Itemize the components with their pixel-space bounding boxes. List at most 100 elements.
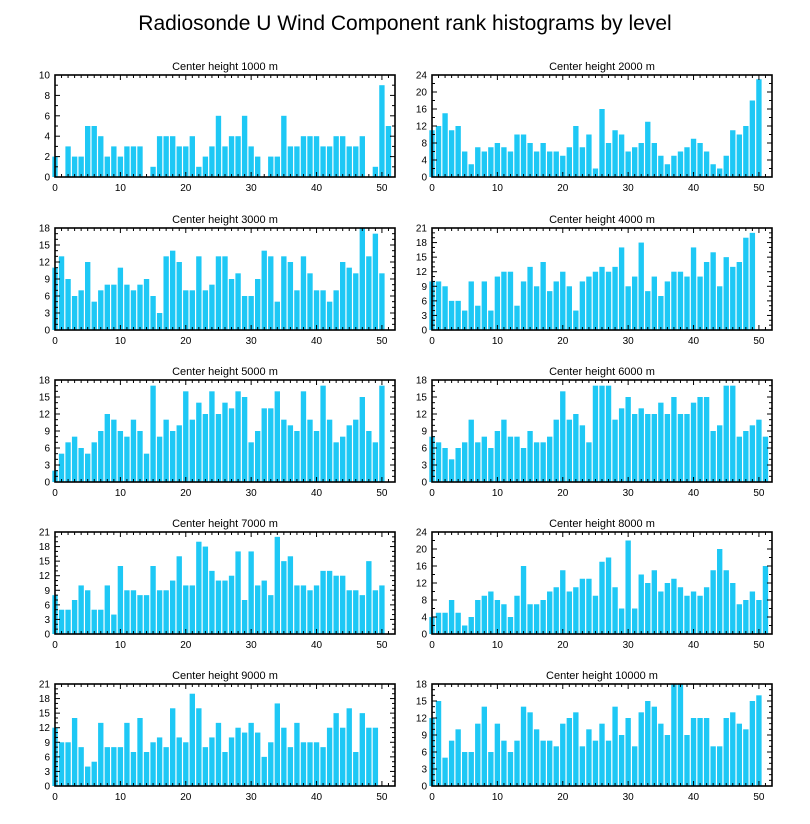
bar (736, 134, 742, 177)
y-tick-label: 9 (421, 731, 427, 742)
bar (91, 442, 97, 482)
y-tick-label: 9 (44, 586, 50, 597)
bar (85, 126, 91, 177)
x-tick-label: 0 (429, 488, 435, 499)
y-tick-label: 6 (44, 600, 50, 611)
bar (756, 79, 762, 177)
bar (268, 408, 274, 482)
bar (137, 718, 143, 786)
x-tick-label: 20 (557, 488, 569, 499)
bar (533, 442, 540, 482)
bar (592, 740, 599, 786)
bar (215, 580, 222, 634)
bar (209, 391, 215, 482)
y-tick-label: 0 (44, 782, 50, 793)
y-tick-label: 20 (416, 88, 428, 99)
bar (366, 727, 372, 786)
bar (65, 609, 71, 634)
bar (664, 583, 671, 634)
bar (743, 431, 749, 482)
bar (547, 291, 553, 330)
bar (215, 414, 222, 482)
bar (749, 425, 756, 482)
chart-panel-8: Center height 8000 m 0 10 20 30 40 50 0 4 8 12 16 20… (416, 518, 773, 651)
bar (71, 156, 78, 177)
bar (671, 155, 677, 177)
bar (690, 591, 697, 634)
bar (222, 752, 228, 786)
y-tick-label: 6 (44, 292, 50, 303)
bar (300, 742, 307, 786)
y-tick-label: 0 (44, 630, 50, 641)
bar (599, 561, 605, 634)
x-tick-label: 10 (115, 336, 127, 347)
bar (124, 590, 130, 634)
y-tick-label: 3 (44, 309, 50, 320)
bar (586, 134, 592, 177)
bar (313, 585, 320, 634)
bar (255, 585, 261, 634)
bar (130, 290, 137, 330)
bar (333, 136, 339, 177)
bar (274, 156, 280, 177)
bar (91, 609, 97, 634)
bar (320, 290, 326, 330)
bar (91, 761, 97, 786)
y-tick-label: 8 (421, 596, 427, 607)
bar (677, 151, 684, 177)
bar (163, 590, 169, 634)
x-tick-label: 40 (688, 336, 700, 347)
bar (78, 585, 84, 634)
bar (326, 301, 333, 330)
bar (222, 256, 228, 330)
bar (117, 566, 124, 634)
bar (749, 100, 756, 177)
bar (560, 155, 566, 177)
bar (697, 718, 703, 786)
bar (638, 712, 644, 786)
bar (494, 600, 501, 634)
bar (346, 267, 352, 330)
bar (98, 609, 104, 634)
bar (520, 134, 527, 177)
bar (274, 301, 280, 330)
bar (736, 262, 742, 330)
bar (507, 271, 514, 330)
bar (645, 291, 651, 330)
x-tick-label: 30 (623, 183, 635, 194)
x-tick-label: 20 (557, 336, 569, 347)
bar (560, 391, 566, 482)
bar (481, 151, 487, 177)
bar (189, 136, 195, 177)
bar (481, 281, 487, 330)
bar (573, 126, 579, 177)
bar (605, 557, 612, 634)
y-tick-label: 12 (416, 714, 428, 725)
bar (638, 143, 644, 177)
bar (762, 436, 769, 482)
bar (717, 425, 723, 482)
bar (261, 250, 267, 330)
bar (651, 276, 657, 330)
y-tick-label: 18 (39, 376, 51, 387)
bar (507, 436, 514, 482)
bar (599, 385, 605, 482)
bar (294, 722, 300, 786)
bar (130, 419, 137, 482)
x-tick-label: 50 (753, 792, 765, 803)
x-tick-label: 40 (688, 792, 700, 803)
x-tick-label: 40 (311, 640, 323, 651)
bar (58, 609, 65, 634)
bar (638, 574, 644, 634)
bar (241, 296, 248, 330)
bar (697, 143, 703, 177)
bar (586, 578, 592, 634)
bar (658, 723, 664, 786)
bar (547, 151, 553, 177)
bar (287, 747, 294, 786)
bar (196, 708, 202, 786)
bar (359, 397, 365, 482)
x-tick-label: 30 (623, 640, 635, 651)
bar (579, 746, 586, 786)
y-tick-label: 18 (416, 680, 428, 691)
